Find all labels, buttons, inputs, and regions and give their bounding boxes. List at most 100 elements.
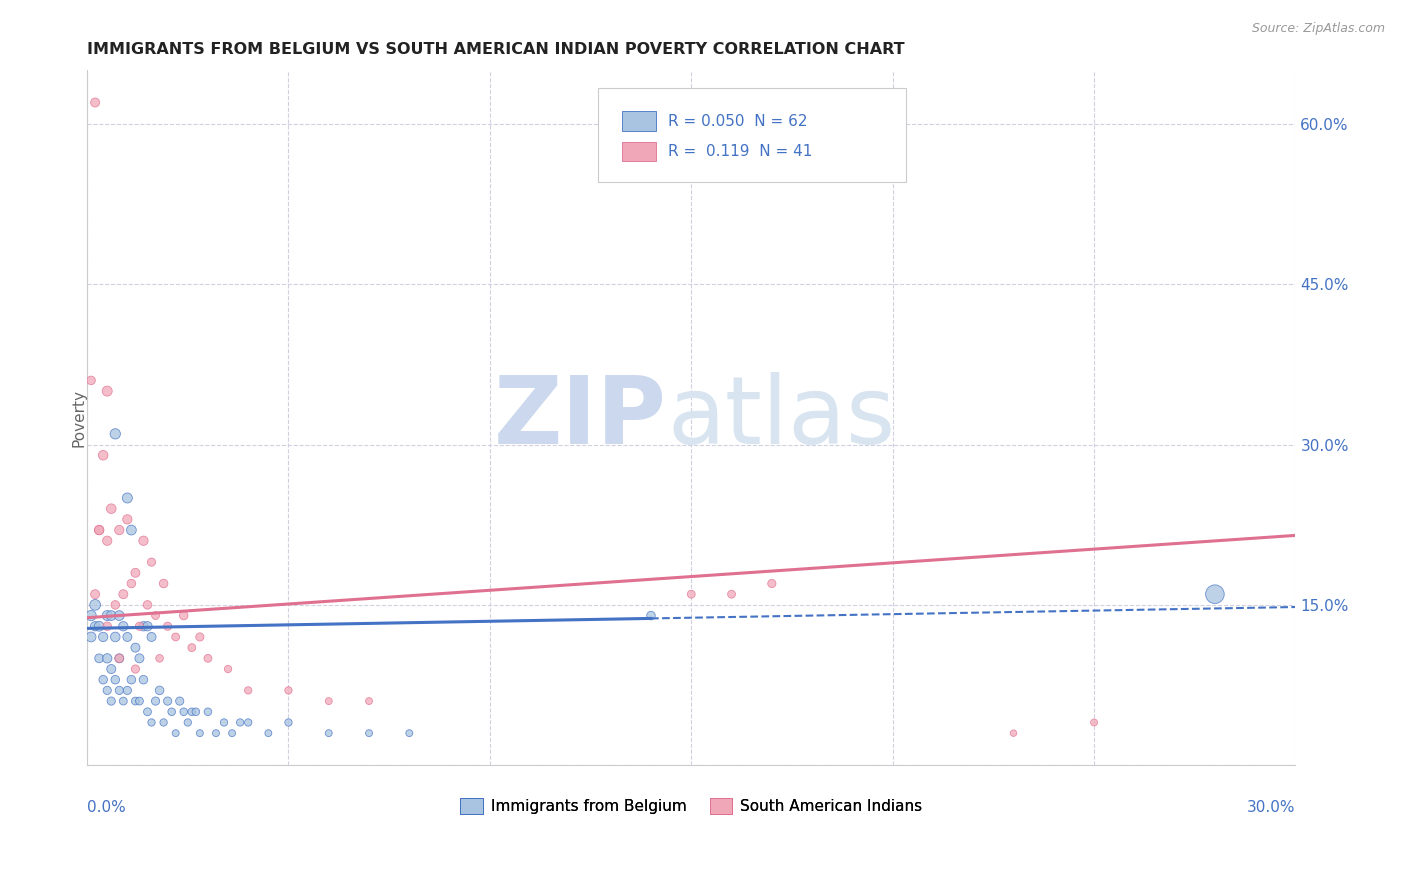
Point (100, 694, 122, 708)
Bar (623, 142, 657, 161)
Text: ZIP: ZIP (495, 372, 666, 464)
Point (84, 598, 107, 612)
Point (84, 619, 107, 633)
Point (132, 673, 155, 687)
Point (152, 576, 174, 591)
Point (257, 726, 280, 740)
Point (169, 694, 191, 708)
Point (96, 533, 118, 548)
Point (173, 705, 195, 719)
Point (212, 715, 235, 730)
Point (152, 715, 174, 730)
Point (221, 726, 243, 740)
Point (117, 630, 139, 644)
Point (100, 662, 122, 676)
Point (136, 598, 159, 612)
Point (145, 608, 167, 623)
Point (120, 523, 142, 537)
Point (117, 491, 139, 505)
Point (229, 715, 252, 730)
Point (188, 630, 211, 644)
Point (136, 619, 159, 633)
Point (238, 715, 260, 730)
Point (112, 619, 135, 633)
Point (96, 384, 118, 398)
Legend: Immigrants from Belgium, South American Indians: Immigrants from Belgium, South American … (454, 792, 928, 820)
Point (89, 523, 111, 537)
Text: atlas: atlas (666, 372, 896, 464)
Point (217, 662, 239, 676)
Point (128, 619, 150, 633)
Point (84, 95, 107, 110)
Bar (623, 112, 657, 131)
Point (160, 705, 183, 719)
Point (136, 705, 159, 719)
Point (84, 587, 107, 601)
Point (128, 651, 150, 665)
Point (96, 683, 118, 698)
Point (681, 587, 703, 601)
Point (89, 523, 111, 537)
Point (112, 694, 135, 708)
Point (108, 523, 131, 537)
Point (398, 726, 420, 740)
Point (720, 587, 742, 601)
Point (141, 630, 163, 644)
Point (132, 619, 155, 633)
Point (96, 608, 118, 623)
Point (357, 726, 380, 740)
Point (173, 608, 195, 623)
Point (197, 651, 219, 665)
Point (180, 640, 202, 655)
Point (141, 715, 163, 730)
Point (124, 694, 146, 708)
Point (197, 705, 219, 719)
Point (108, 683, 131, 698)
Point (96, 651, 118, 665)
Point (156, 694, 179, 708)
Point (120, 673, 142, 687)
Point (357, 694, 380, 708)
Point (277, 683, 299, 698)
Text: R = 0.050  N = 62: R = 0.050 N = 62 (668, 113, 808, 128)
Point (141, 555, 163, 569)
Point (177, 715, 200, 730)
Point (120, 576, 142, 591)
Point (132, 533, 155, 548)
Point (318, 694, 340, 708)
Point (108, 608, 131, 623)
Point (205, 726, 228, 740)
Point (104, 426, 127, 441)
Point (1204, 587, 1226, 601)
Point (188, 726, 211, 740)
Point (108, 651, 131, 665)
Point (124, 640, 146, 655)
Text: 30.0%: 30.0% (1247, 800, 1295, 815)
Point (145, 694, 167, 708)
Point (128, 694, 150, 708)
Point (165, 726, 187, 740)
Point (80, 373, 103, 387)
Point (96, 619, 118, 633)
FancyBboxPatch shape (598, 87, 907, 182)
Point (184, 705, 207, 719)
Point (104, 673, 127, 687)
Point (104, 630, 127, 644)
Point (124, 662, 146, 676)
Point (238, 683, 260, 698)
Point (91, 448, 114, 462)
Y-axis label: Poverty: Poverty (72, 389, 86, 447)
Point (277, 715, 299, 730)
Text: IMMIGRANTS FROM BELGIUM VS SOUTH AMERICAN INDIAN POVERTY CORRELATION CHART: IMMIGRANTS FROM BELGIUM VS SOUTH AMERICA… (87, 42, 904, 57)
Point (148, 683, 170, 698)
Point (640, 608, 662, 623)
Point (117, 683, 139, 698)
Point (761, 576, 783, 591)
Text: R =  0.119  N = 41: R = 0.119 N = 41 (668, 145, 813, 159)
Point (148, 651, 170, 665)
Point (91, 630, 114, 644)
Point (80, 630, 103, 644)
Point (100, 501, 122, 516)
Point (80, 608, 103, 623)
Point (124, 566, 146, 580)
